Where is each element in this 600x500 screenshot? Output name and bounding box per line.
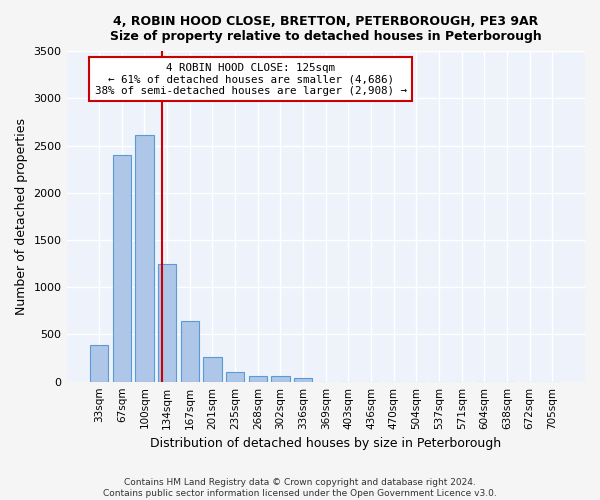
Bar <box>249 376 267 382</box>
Y-axis label: Number of detached properties: Number of detached properties <box>15 118 28 315</box>
Bar <box>226 372 244 382</box>
Text: 4 ROBIN HOOD CLOSE: 125sqm
← 61% of detached houses are smaller (4,686)
38% of s: 4 ROBIN HOOD CLOSE: 125sqm ← 61% of deta… <box>95 62 407 96</box>
Bar <box>90 345 108 382</box>
Title: 4, ROBIN HOOD CLOSE, BRETTON, PETERBOROUGH, PE3 9AR
Size of property relative to: 4, ROBIN HOOD CLOSE, BRETTON, PETERBOROU… <box>110 15 542 43</box>
Bar <box>294 378 312 382</box>
Bar <box>136 135 154 382</box>
Bar <box>181 321 199 382</box>
Bar <box>158 264 176 382</box>
Bar <box>271 376 290 382</box>
Text: Contains HM Land Registry data © Crown copyright and database right 2024.
Contai: Contains HM Land Registry data © Crown c… <box>103 478 497 498</box>
Bar <box>113 155 131 382</box>
Bar <box>203 357 221 382</box>
X-axis label: Distribution of detached houses by size in Peterborough: Distribution of detached houses by size … <box>150 437 502 450</box>
